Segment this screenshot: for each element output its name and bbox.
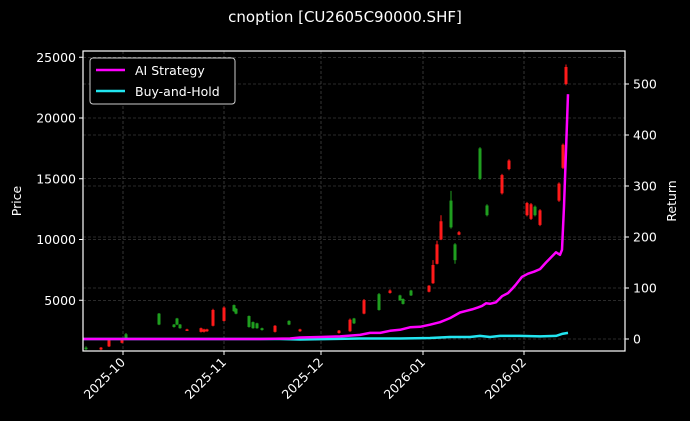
candle-body — [107, 340, 111, 347]
candle-body — [453, 244, 457, 261]
candle-body — [337, 330, 341, 334]
date-tick-label: 2026-01 — [381, 355, 429, 403]
y-axis-label: Price — [9, 185, 24, 216]
candle-body — [457, 232, 461, 235]
candle-body — [507, 160, 511, 170]
candle-body — [260, 328, 264, 331]
price-tick-label: 20000 — [36, 111, 76, 126]
date-axis: 2025-10 2025-11 2025-12 2026-01 2026-02 — [81, 351, 530, 403]
candle-body — [388, 290, 392, 293]
price-tick-label: 10000 — [36, 232, 76, 247]
legend-box — [89, 57, 236, 105]
price-tick-label: 5000 — [44, 293, 76, 308]
price-tick-label: 25000 — [36, 50, 76, 65]
candle-body — [377, 294, 381, 310]
candle-body — [352, 318, 356, 324]
return-tick-label: 500 — [633, 77, 657, 92]
legend-ai-label: AI Strategy — [135, 63, 205, 78]
candle-body — [202, 329, 206, 332]
legend-bh-label: Buy-and-Hold — [135, 84, 220, 99]
candle-body — [234, 308, 238, 314]
candle-body — [538, 210, 542, 225]
date-tick-label: 2025-10 — [81, 354, 129, 402]
candle-body — [298, 329, 302, 332]
candle-body — [435, 244, 439, 264]
return-tick-label: 300 — [633, 179, 657, 194]
return-tick-label: 400 — [633, 128, 657, 143]
return-axis: 0 100 200 300 400 500 — [625, 77, 657, 347]
candle-body — [401, 299, 405, 304]
candle-body — [398, 295, 402, 301]
candle-body — [431, 265, 435, 284]
price-axis: 5000 10000 15000 20000 25000 — [36, 50, 83, 308]
candle-body — [222, 307, 226, 321]
candle-body — [529, 204, 533, 219]
return-tick-label: 100 — [633, 281, 657, 296]
date-tick-label: 2025-11 — [182, 355, 230, 403]
candle-body — [99, 347, 103, 350]
price-tick-label: 15000 — [36, 171, 76, 186]
plot-frame — [82, 50, 626, 352]
candle-body — [178, 324, 182, 329]
candle-body — [124, 334, 128, 338]
candle-body — [564, 66, 568, 84]
y2-axis-label: Return — [664, 180, 679, 221]
candle-body — [247, 316, 251, 327]
candle-body — [449, 200, 453, 228]
candle-body — [557, 183, 561, 201]
candle-body — [348, 319, 352, 332]
candle-body — [205, 329, 209, 332]
candle-body — [251, 322, 255, 329]
candle-body — [561, 144, 565, 168]
date-tick-label: 2025-12 — [279, 355, 327, 403]
candlesticks — [84, 64, 568, 351]
candle-body — [500, 175, 504, 194]
candle-body — [232, 305, 236, 312]
legend: AI Strategy Buy-and-Hold — [89, 57, 236, 105]
candle-body — [120, 340, 124, 343]
return-tick-label: 200 — [633, 230, 657, 245]
candle-body — [175, 318, 179, 325]
candle-body — [485, 205, 489, 216]
candle-body — [211, 309, 215, 326]
candle-body — [273, 325, 277, 332]
candle-body — [199, 328, 203, 332]
candle-body — [157, 313, 161, 325]
candle-body — [362, 300, 366, 314]
return-tick-label: 0 — [633, 332, 641, 347]
candle-body — [172, 324, 176, 327]
candle-body — [287, 320, 291, 325]
ai-strategy-line — [83, 94, 570, 341]
candle-body — [427, 285, 431, 292]
candle-body — [439, 221, 443, 240]
candle-body — [533, 206, 537, 216]
candle-body — [255, 323, 259, 329]
date-tick-label: 2026-02 — [482, 355, 530, 403]
return-lines — [83, 94, 570, 341]
candle-body — [525, 203, 529, 216]
chart-title: cnoption [CU2605C90000.SHF] — [228, 8, 462, 26]
candle-body — [84, 347, 88, 350]
candle-body — [478, 148, 482, 179]
candle-body — [185, 329, 189, 331]
candle-body — [409, 290, 413, 296]
